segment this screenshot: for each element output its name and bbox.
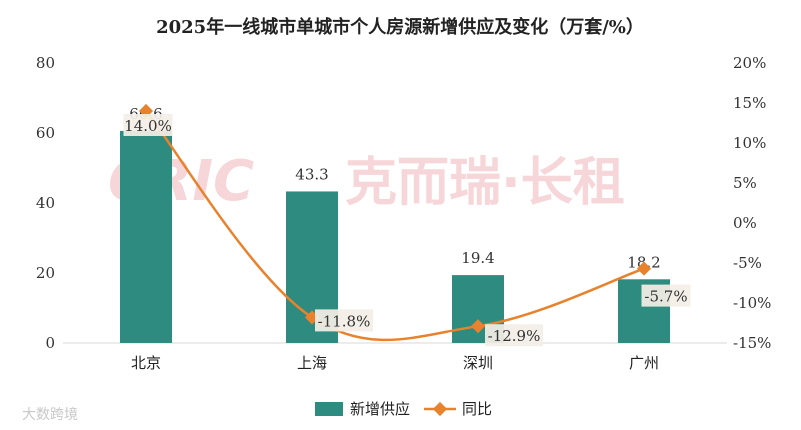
legend-line-label: 同比 <box>462 400 492 418</box>
y2-tick-label: 5% <box>733 174 757 192</box>
category-label: 广州 <box>629 354 659 372</box>
yoy-point <box>470 319 486 334</box>
bar-value-label: 43.3 <box>295 165 328 183</box>
legend-bar-label: 新增供应 <box>350 400 410 418</box>
line-series: 14.0% -11.8% -12.9% -5.7% <box>123 103 691 347</box>
y2-tick-label: -5% <box>733 254 762 272</box>
y2-tick-label: 20% <box>733 54 766 72</box>
source-watermark: 大数跨境 <box>22 407 78 423</box>
yoy-line <box>145 110 645 342</box>
y2-tick-label: 0% <box>733 214 757 232</box>
y2-tick-label: 10% <box>733 134 766 152</box>
y-tick-label: 0 <box>45 334 55 352</box>
y-tick-label: 40 <box>36 194 55 212</box>
y2-tick-label: -10% <box>733 294 771 312</box>
y-tick-label: 80 <box>36 54 55 72</box>
yoy-value-label: -12.9% <box>488 327 541 345</box>
y-tick-label: 20 <box>36 264 55 282</box>
yoy-label-background <box>123 114 173 136</box>
chart-title: 2025年一线城市单城市个人房源新增供应及变化（万套/%） <box>156 16 644 38</box>
category-label: 北京 <box>131 354 161 372</box>
yoy-label-background <box>315 309 373 332</box>
yoy-value-label: 14.0% <box>124 117 172 135</box>
y2-tick-label: 15% <box>733 94 766 112</box>
bar-value-label: 19.4 <box>461 249 494 267</box>
right-axis: -15% -10% -5% 0% 5% 10% 15% 20% <box>733 54 771 352</box>
yoy-label-background <box>485 324 543 347</box>
legend-line-marker <box>432 401 448 417</box>
yoy-label-background <box>641 284 691 307</box>
yoy-value-label: -11.8% <box>318 312 371 330</box>
category-labels: 北京 上海 深圳 广州 <box>131 354 659 372</box>
bar <box>120 130 172 343</box>
yoy-point <box>636 261 652 276</box>
y2-tick-label: -15% <box>733 334 771 352</box>
left-axis: 0 20 40 60 80 <box>36 54 55 352</box>
legend: 新增供应 同比 <box>315 400 492 418</box>
y-tick-label: 60 <box>36 124 55 142</box>
category-label: 深圳 <box>463 354 493 372</box>
yoy-value-label: -5.7% <box>644 288 687 306</box>
legend-bar-swatch <box>315 402 343 416</box>
category-label: 上海 <box>297 354 327 372</box>
watermark-text: 克而瑞·长租 <box>345 153 625 213</box>
